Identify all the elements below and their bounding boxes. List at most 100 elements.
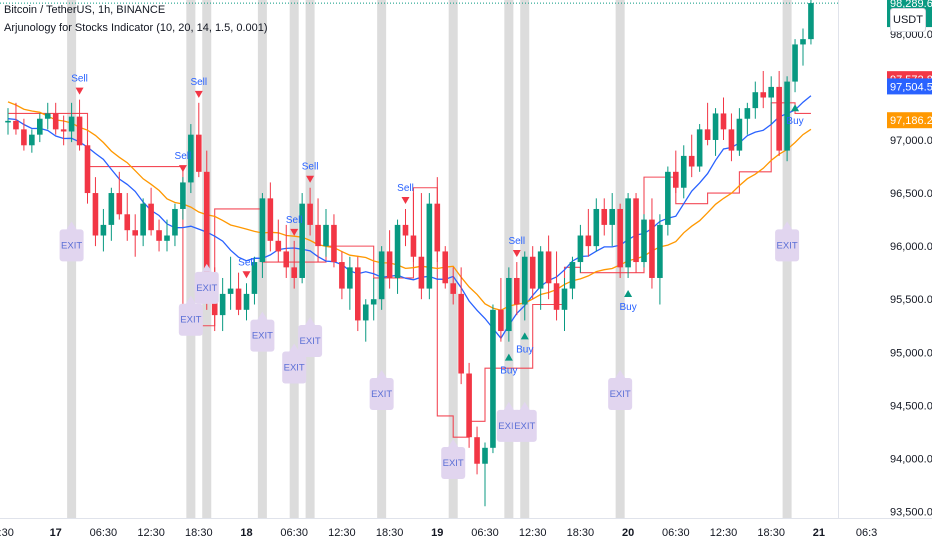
candle [140,198,146,247]
candle-body [704,129,711,140]
candle-body [299,203,305,278]
candle [76,99,83,151]
indicator-legend[interactable]: Arjunology for Stocks Indicator (10, 20,… [4,22,268,34]
y-tick-label: 94,500.00 [890,400,932,412]
candle-body [625,198,631,268]
y-tick-label: 96,500.00 [890,188,932,200]
sell-signal: Sell [302,162,319,183]
candle [537,246,544,310]
sell-label: Sell [302,162,319,173]
candle-body [355,267,361,321]
buy-signal: Buy [619,289,637,313]
exit-box [194,271,219,304]
chart-title: Bitcoin / TetherUS, 1h, BINANCE [4,4,166,16]
exit-pointer [503,401,514,410]
candle [44,102,51,130]
sell-signal: Sell [238,257,255,279]
sell-signal: Sell [175,151,191,173]
slow-ma-line [7,101,812,311]
candle [92,177,99,247]
candle-body [585,235,592,247]
candle [172,203,178,247]
candle [545,235,552,300]
sell-label: Sell [286,215,303,226]
currency-selector[interactable]: USDT [890,8,926,32]
candle [768,76,774,125]
buy-arrow-icon [624,289,633,297]
exit-box [369,378,394,411]
signal-band [448,0,458,518]
candle [339,251,345,300]
x-tick-label: 18:30 [757,527,785,539]
candle-body [720,113,727,130]
y-tick-label: 93,500.00 [890,507,932,519]
x-tick-label: 06:30 [471,527,499,539]
candle-body [394,224,401,278]
exit-marker: EXIT [441,439,466,480]
x-tick-label: 18:30 [376,527,404,539]
candle [442,246,449,289]
candle [386,230,393,289]
candle-body [466,373,472,438]
candle [712,108,719,156]
sell-signal: Sell [190,77,207,98]
candle [561,277,568,332]
candle [744,102,751,135]
candle [235,272,242,316]
candle [267,182,274,252]
sell-arrow-icon [401,196,410,204]
candle-body [291,267,297,278]
candle [124,193,131,241]
exit-marker: EXIT [298,316,323,357]
candle-body [768,86,774,98]
candle-body [347,267,353,289]
exit-label: EXIT [371,389,392,400]
candle [776,70,782,156]
candle-body [386,251,393,278]
sell-label: Sell [190,77,207,88]
candle-body [29,134,35,146]
candle-body [601,208,608,225]
price-label-value: 98,289.60 [890,0,932,10]
candle [275,219,282,263]
candle [458,267,464,385]
candle [752,81,759,119]
candle [657,214,663,305]
exit-box [441,447,466,480]
candle-body [450,283,456,294]
candle [680,145,687,199]
candle-body [378,251,385,300]
candle [132,214,138,257]
signal-band [305,0,315,518]
candle [156,219,162,252]
candle [347,256,353,310]
candle-body [665,171,671,225]
candle [450,267,456,305]
candle [553,251,560,321]
candle-body [657,224,663,278]
candle [569,256,576,300]
candle-body [180,182,186,209]
exit-box [282,351,307,384]
candle [283,224,290,278]
candle [641,214,647,268]
candle [243,283,250,321]
sell-label: Sell [71,74,88,85]
exit-label: EXIT [498,421,519,432]
candle [418,193,425,300]
candle [29,129,35,153]
buy-arrow-icon [520,332,529,340]
candle [609,193,615,247]
sell-signal: Sell [71,74,88,95]
x-tick-label: 18:30 [0,527,14,539]
exit-pointer [305,316,316,325]
candle [593,198,600,252]
price-label-value: 97,186.25 [890,115,932,127]
candle-body [673,171,679,188]
candle-body [164,235,170,241]
candle-body [156,230,162,241]
candle [394,219,401,294]
candle-body [482,447,488,464]
candle [378,246,385,310]
